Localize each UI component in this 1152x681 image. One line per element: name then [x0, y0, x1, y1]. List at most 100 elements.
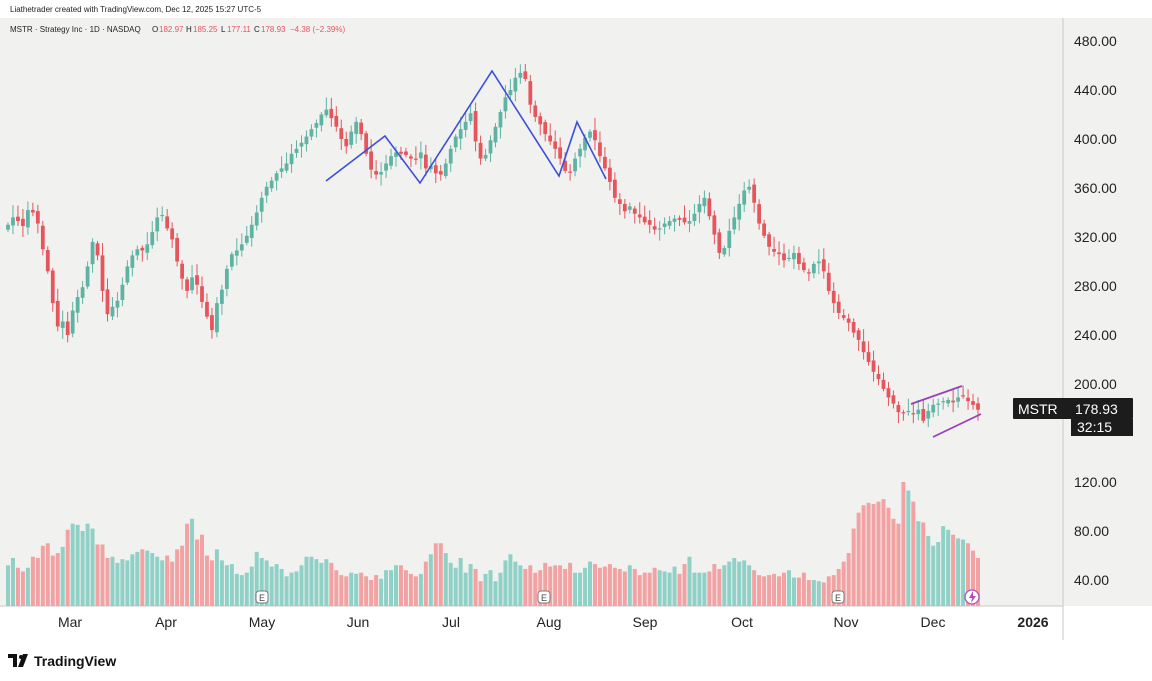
- volume-bar: [553, 565, 558, 606]
- x-tick-month: Jun: [347, 614, 370, 630]
- x-tick-month: Sep: [633, 614, 658, 630]
- candle-body: [463, 121, 468, 130]
- volume-bar: [936, 542, 941, 606]
- volume-bar: [846, 553, 851, 606]
- alert-icon[interactable]: [964, 589, 980, 605]
- volume-bar: [876, 501, 881, 606]
- pattern-annotations[interactable]: [325, 69, 982, 438]
- candle-body: [657, 228, 662, 230]
- earnings-marker[interactable]: E: [537, 590, 551, 604]
- volume-bar: [657, 570, 662, 606]
- volume-bar: [896, 523, 901, 606]
- volume-bar: [757, 575, 762, 606]
- volume-bar: [239, 575, 244, 606]
- candle-body: [891, 395, 896, 404]
- candle-body: [473, 111, 478, 142]
- candle-body: [906, 410, 911, 413]
- candle-body: [573, 158, 577, 172]
- candle-body: [901, 412, 906, 414]
- volume-bar: [558, 565, 563, 606]
- candle-body: [732, 217, 737, 230]
- candle-body: [792, 252, 796, 260]
- candle-body: [662, 223, 667, 227]
- candle-body: [702, 197, 707, 207]
- volume-bar: [428, 554, 433, 606]
- x-tick-month: Nov: [834, 614, 859, 630]
- volume-bar: [951, 534, 956, 606]
- candle-body: [478, 142, 483, 159]
- candle-body: [369, 151, 374, 170]
- candle-body: [409, 156, 413, 159]
- volume-bar: [100, 544, 105, 606]
- candle-body: [911, 413, 916, 415]
- volume-bar: [906, 490, 911, 606]
- candle-body: [11, 217, 15, 226]
- volume-bar: [836, 568, 841, 606]
- y-tick-label: 240.00: [1074, 327, 1117, 343]
- volume-bar: [15, 567, 20, 606]
- candle-body: [458, 129, 463, 139]
- ohlc-high-label: H: [186, 25, 192, 34]
- volume-bar: [777, 576, 782, 606]
- volume-bar: [374, 575, 379, 606]
- candle-body: [936, 403, 941, 405]
- volume-bar: [697, 572, 702, 606]
- y-tick-label: 280.00: [1074, 278, 1117, 294]
- candle-body: [75, 297, 80, 313]
- volume-bar: [717, 568, 722, 606]
- candle-body: [6, 224, 10, 230]
- candle-body: [180, 263, 184, 279]
- blue-zigzag-pattern[interactable]: [325, 69, 607, 185]
- ohlc-close-label: C: [254, 25, 260, 34]
- candle-body: [354, 121, 359, 134]
- candle-body: [319, 114, 324, 126]
- volume-bar: [364, 576, 369, 606]
- volume-bar: [916, 521, 921, 606]
- volume-bar: [543, 562, 548, 606]
- candle-body: [498, 112, 503, 128]
- candle-body: [632, 208, 637, 214]
- candle-body: [782, 253, 786, 261]
- y-tick-label: 120.00: [1074, 474, 1117, 490]
- earnings-marker[interactable]: E: [831, 590, 845, 604]
- volume-bar: [946, 529, 951, 606]
- candle-body: [374, 171, 378, 175]
- volume-bar: [961, 539, 966, 606]
- candle-body: [453, 136, 458, 148]
- volume-bar: [180, 545, 185, 606]
- volume-bar: [597, 567, 602, 606]
- volume-bar: [105, 557, 110, 606]
- candle-body: [622, 203, 627, 212]
- price-tag-countdown: 32:15: [1077, 419, 1112, 435]
- candle-body: [896, 405, 901, 413]
- candle-body: [115, 300, 120, 308]
- channel-upper-line[interactable]: [910, 385, 963, 405]
- volume-bar: [224, 565, 229, 606]
- volume-bar: [712, 564, 717, 606]
- volume-bar: [493, 581, 498, 606]
- candle-body: [667, 221, 672, 226]
- channel-lower-line[interactable]: [932, 413, 982, 438]
- volume-bar: [423, 561, 428, 606]
- price-axis-area[interactable]: [1063, 18, 1152, 606]
- volume-bar: [806, 580, 811, 606]
- volume-bar: [204, 555, 209, 606]
- volume-bar: [976, 557, 980, 606]
- volume-bar: [632, 568, 637, 606]
- volume-bar: [548, 566, 553, 606]
- candle-body: [931, 404, 936, 413]
- candle-body: [717, 232, 722, 253]
- candle-body: [976, 403, 980, 410]
- volume-bar: [289, 572, 294, 606]
- ohlc-open-value: 182.97: [159, 25, 184, 34]
- volume-bar: [30, 556, 35, 606]
- volume-bar: [349, 572, 354, 606]
- candle-body: [647, 220, 652, 225]
- earnings-marker[interactable]: E: [255, 590, 269, 604]
- plot-area: [0, 18, 1063, 606]
- volume-bar: [175, 549, 180, 606]
- candle-body: [259, 197, 264, 212]
- candle-body: [553, 141, 558, 149]
- volume-bar: [503, 560, 508, 606]
